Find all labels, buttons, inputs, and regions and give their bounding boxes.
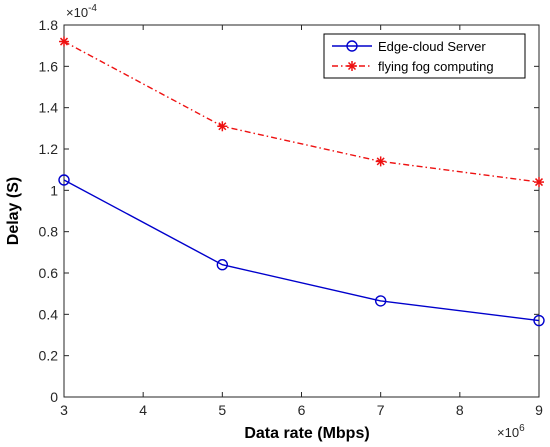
x-axis: 3 4 5 6 7 8 9 — [60, 25, 543, 418]
legend-label-edge-cloud: Edge-cloud Server — [378, 39, 486, 54]
x-tick-label: 4 — [139, 402, 147, 418]
y-axis-exponent: ×10-4 — [66, 3, 97, 20]
data-point-flying-fog-computing — [375, 156, 386, 167]
y-axis-label: Delay (S) — [5, 177, 22, 245]
y-tick-label: 1 — [50, 182, 58, 198]
y-tick-label: 0.6 — [39, 265, 59, 281]
plot-area — [63, 24, 540, 398]
legend-marker-edge-cloud — [346, 40, 358, 52]
x-tick-label: 8 — [456, 402, 464, 418]
data-point-flying-fog-computing — [534, 177, 544, 188]
x-tick-label: 7 — [377, 402, 385, 418]
x-tick-label: 3 — [60, 402, 68, 418]
y-tick-label: 0 — [50, 389, 58, 405]
y-tick-label: 1.4 — [39, 100, 59, 116]
x-tick-label: 9 — [535, 402, 543, 418]
data-point-edge-cloud-server — [216, 259, 229, 271]
series-line-flying-fog-computing — [63, 40, 540, 183]
data-point-flying-fog-computing — [59, 36, 69, 47]
data-point-flying-fog-computing — [217, 121, 228, 132]
legend-box — [323, 33, 526, 79]
x-tick-label: 5 — [218, 402, 226, 418]
data-point-edge-cloud-server — [374, 295, 387, 307]
plot-frame — [63, 24, 540, 398]
y-axis: 0 0.2 0.4 0.6 0.8 1 1.2 1.4 1.6 1.8 — [39, 17, 539, 405]
legend-marker-flying-fog — [347, 61, 357, 71]
series-line-edge-cloud-server — [63, 179, 540, 322]
series-layer — [58, 36, 545, 327]
y-tick-label: 1.6 — [39, 58, 59, 74]
y-exponent-power: -4 — [88, 3, 97, 14]
y-exponent-base: ×10 — [66, 5, 88, 20]
legend: Edge-cloud Server flying fog computing — [323, 33, 526, 79]
x-tick-label: 6 — [298, 402, 306, 418]
legend-label-flying-fog: flying fog computing — [378, 59, 494, 74]
y-tick-label: 0.4 — [39, 306, 59, 322]
data-point-edge-cloud-server — [58, 174, 70, 186]
y-tick-label: 1.8 — [39, 17, 59, 33]
x-axis-label: Data rate (Mbps) — [244, 425, 369, 442]
x-exponent-power: 6 — [519, 423, 525, 434]
y-tick-label: 1.2 — [39, 141, 59, 157]
x-exponent-base: ×10 — [497, 425, 519, 440]
x-axis-exponent: ×106 — [497, 423, 525, 440]
y-tick-label: 0.2 — [39, 348, 59, 364]
data-point-edge-cloud-server — [533, 314, 545, 327]
y-tick-label: 0.8 — [39, 224, 59, 240]
